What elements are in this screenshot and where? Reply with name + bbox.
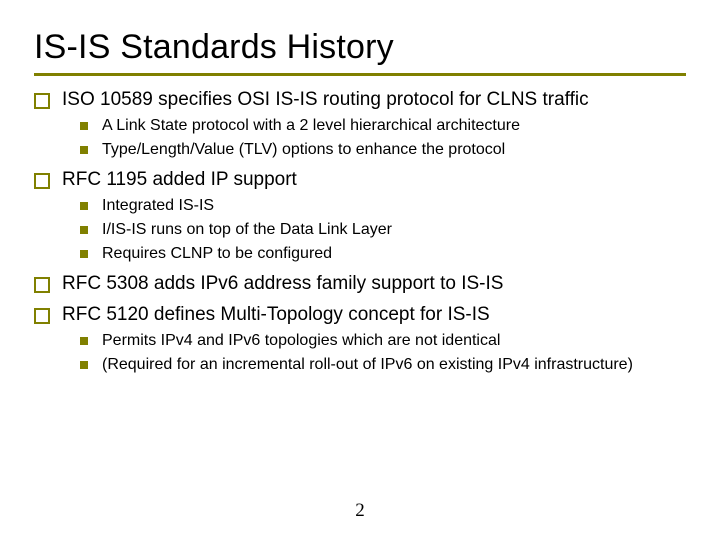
bullet-lvl2-icon (80, 331, 102, 345)
list-item: RFC 1195 added IP support (34, 168, 686, 192)
sub-list-item-text: I/IS-IS runs on top of the Data Link Lay… (102, 220, 686, 240)
sub-list-item-text: Requires CLNP to be configured (102, 244, 686, 264)
bullet-lvl2-icon (80, 116, 102, 130)
sub-list-item-text: Integrated IS-IS (102, 196, 686, 216)
bullet-lvl2-icon (80, 196, 102, 210)
sub-list-item: Integrated IS-IS (34, 196, 686, 216)
sub-list-item-text: Type/Length/Value (TLV) options to enhan… (102, 140, 686, 160)
bullet-lvl1-icon (34, 303, 62, 324)
bullet-lvl2-icon (80, 244, 102, 258)
slide-title: IS-IS Standards History (34, 28, 686, 76)
list-item: RFC 5120 defines Multi-Topology concept … (34, 303, 686, 327)
list-item-text: ISO 10589 specifies OSI IS-IS routing pr… (62, 88, 686, 112)
list-item-text: RFC 1195 added IP support (62, 168, 686, 192)
bullet-lvl1-icon (34, 272, 62, 293)
list-item-text: RFC 5120 defines Multi-Topology concept … (62, 303, 686, 327)
bullet-lvl1-icon (34, 88, 62, 109)
sub-list-item-text: Permits IPv4 and IPv6 topologies which a… (102, 331, 686, 351)
sub-list-item: Permits IPv4 and IPv6 topologies which a… (34, 331, 686, 351)
slide: IS-IS Standards History ISO 10589 specif… (0, 0, 720, 540)
sub-list-item: A Link State protocol with a 2 level hie… (34, 116, 686, 136)
sub-list-item-text: A Link State protocol with a 2 level hie… (102, 116, 686, 136)
sub-list-item: Requires CLNP to be configured (34, 244, 686, 264)
slide-content: ISO 10589 specifies OSI IS-IS routing pr… (34, 88, 686, 375)
sub-list-item: (Required for an incremental roll-out of… (34, 355, 686, 375)
bullet-lvl2-icon (80, 355, 102, 369)
bullet-lvl1-icon (34, 168, 62, 189)
bullet-lvl2-icon (80, 140, 102, 154)
sub-list-item-text: (Required for an incremental roll-out of… (102, 355, 686, 375)
sub-list-item: I/IS-IS runs on top of the Data Link Lay… (34, 220, 686, 240)
page-number: 2 (0, 500, 720, 522)
list-item: RFC 5308 adds IPv6 address family suppor… (34, 272, 686, 296)
list-item: ISO 10589 specifies OSI IS-IS routing pr… (34, 88, 686, 112)
list-item-text: RFC 5308 adds IPv6 address family suppor… (62, 272, 686, 296)
bullet-lvl2-icon (80, 220, 102, 234)
sub-list-item: Type/Length/Value (TLV) options to enhan… (34, 140, 686, 160)
